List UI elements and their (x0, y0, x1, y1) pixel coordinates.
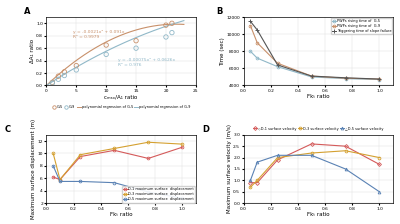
Text: R² = 0.976: R² = 0.976 (118, 62, 142, 67)
Legend: G-5, G-9, polynomial regression of G-5, polynomial regression of G-9: G-5, G-9, polynomial regression of G-5, … (51, 105, 191, 110)
Y-axis label: ΔA₁ ratio: ΔA₁ ratio (30, 39, 35, 63)
Point (55, 74, 62, 78)
Point (163, 23, 169, 27)
Y-axis label: Time (sec): Time (sec) (220, 37, 225, 66)
Legend: ◇D-1 surface velocity, D-3 surface velocity, △D-5 surface velocity: ◇D-1 surface velocity, D-3 surface veloc… (253, 126, 384, 131)
Point (133, 39, 139, 43)
Point (55, 78, 62, 81)
X-axis label: Fkₜ ratio: Fkₜ ratio (110, 212, 132, 217)
Point (61, 70, 68, 74)
Point (169, 22, 175, 25)
X-axis label: cₘₐₓ/A₁ ratio: cₘₐₓ/A₁ ratio (104, 94, 138, 99)
Legend: D-1 maximum surface  displacement, D-3 maximum surface  displacement, D-5 maximu: D-1 maximum surface displacement, D-3 ma… (122, 186, 195, 202)
Legend: PWPs rising time of  G-5, PWPs rising time of  G-9, Triggering time of slope fai: PWPs rising time of G-5, PWPs rising tim… (331, 18, 392, 34)
X-axis label: Fkₜ ratio: Fkₜ ratio (307, 94, 330, 99)
Text: y = -0.0021x² + 0.091x: y = -0.0021x² + 0.091x (73, 30, 125, 34)
Y-axis label: Maximum surface velocity (m/s): Maximum surface velocity (m/s) (227, 125, 232, 213)
X-axis label: Fkₜ ratio: Fkₜ ratio (307, 212, 330, 217)
Point (103, 53, 109, 56)
Text: A: A (24, 7, 30, 16)
Point (49, 81, 56, 84)
Point (103, 43, 109, 47)
Text: D: D (202, 125, 209, 134)
Point (133, 46, 139, 50)
Point (169, 31, 175, 34)
Text: R² = 0.9979: R² = 0.9979 (73, 34, 100, 39)
Text: C: C (4, 125, 11, 134)
Point (61, 74, 68, 77)
Point (73, 64, 80, 67)
Y-axis label: Maximum surface displacement (m): Maximum surface displacement (m) (31, 119, 36, 219)
Point (163, 35, 169, 39)
Point (49, 81, 56, 85)
Text: B: B (217, 7, 223, 16)
Point (73, 68, 80, 72)
Text: y = -0.00075x² + 0.0626x: y = -0.00075x² + 0.0626x (118, 58, 175, 62)
